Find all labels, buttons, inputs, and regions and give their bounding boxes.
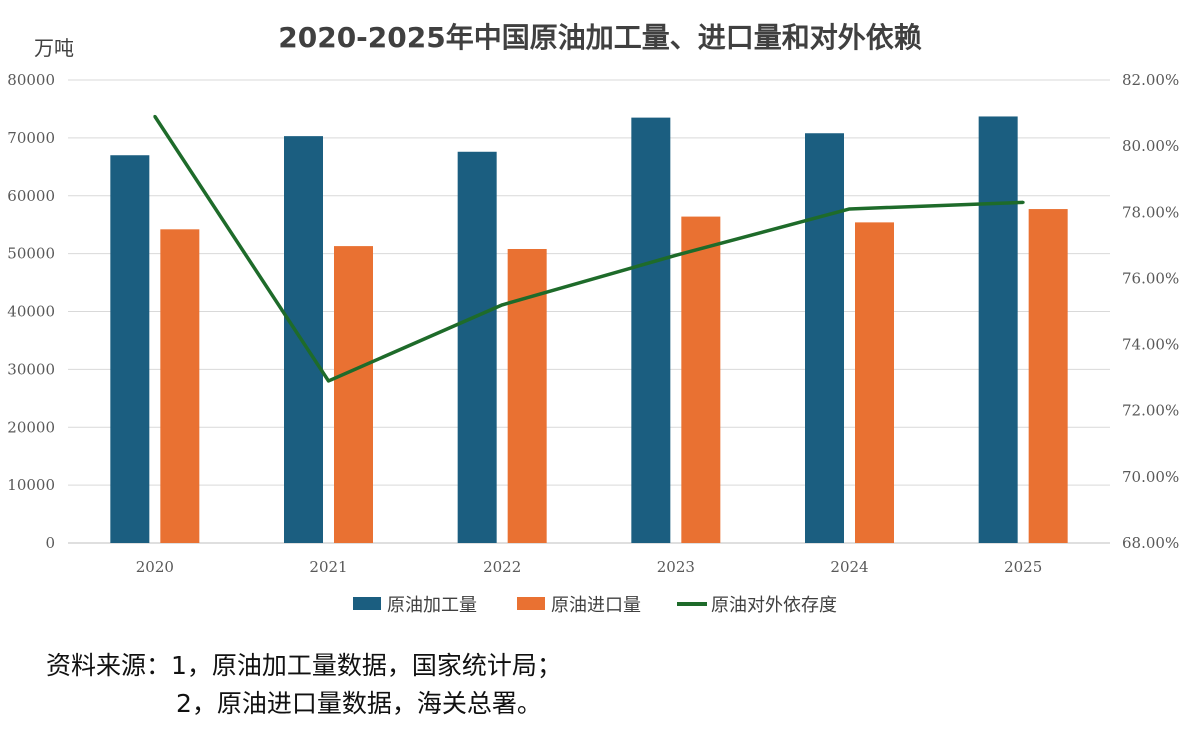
bar-processing (110, 155, 150, 544)
y2-tick-label: 70.00% (1122, 468, 1179, 486)
y2-tick-label: 72.00% (1122, 402, 1179, 420)
legend-swatch (517, 597, 545, 610)
bar-processing (978, 116, 1018, 544)
bar-processing (284, 136, 323, 544)
dependency-point (1021, 200, 1025, 204)
legend: 原油加工量 原油进口量 原油对外依存度 (353, 595, 837, 616)
x-tick-label: 2020 (136, 558, 174, 576)
x-tick-label: 2023 (657, 558, 695, 576)
y-tick-label: 80000 (7, 71, 55, 89)
source-note-line1: 资料来源：1，原油加工量数据，国家统计局； (46, 651, 562, 680)
dependency-point (674, 253, 678, 257)
y2-tick-label: 78.00% (1122, 203, 1179, 221)
y-tick-label: 40000 (7, 303, 55, 321)
legend-label: 原油加工量 (387, 595, 477, 616)
y2-tick-label: 74.00% (1122, 336, 1179, 354)
axes: 万吨 0 10000 20000 30000 40000 50000 60000 70000 80… (7, 36, 1179, 576)
y-tick-label: 10000 (7, 476, 55, 494)
chart-title: 2020-2025年中国原油加工量、进口量和对外依赖 (278, 21, 922, 54)
dependency-point (153, 114, 157, 118)
dependency-line (153, 115, 1024, 383)
dependency-point (848, 207, 851, 211)
x-tick-label: 2022 (483, 558, 521, 576)
legend-label: 原油对外依存度 (711, 595, 837, 616)
x-tick-label: 2021 (309, 558, 347, 576)
legend-swatch (353, 597, 381, 610)
bar-import (160, 229, 200, 543)
dependency-point (327, 379, 330, 383)
y-tick-label: 70000 (7, 129, 55, 147)
y2-tick-label: 82.00% (1122, 71, 1179, 89)
bar-series (110, 116, 1068, 544)
bar-processing (457, 151, 497, 543)
y-axis-label: 万吨 (34, 36, 74, 60)
bar-import (1028, 209, 1068, 543)
y-tick-label: 20000 (7, 418, 55, 436)
x-tick-label: 2024 (830, 558, 868, 576)
source-note-line2: 2，原油进口量数据，海关总署。 (176, 689, 542, 718)
bar-import (334, 246, 373, 543)
y2-tick-label: 80.00% (1122, 137, 1179, 155)
y-tick-label: 30000 (7, 360, 55, 378)
line-series (153, 114, 1025, 383)
y2-tick-label: 68.00% (1122, 534, 1179, 552)
dependency-point (500, 303, 504, 307)
y2-tick-label: 76.00% (1122, 269, 1179, 287)
bar-processing (631, 117, 671, 544)
y-tick-label: 50000 (7, 245, 55, 263)
x-tick-label: 2025 (1004, 558, 1042, 576)
y-tick-label: 0 (45, 534, 55, 552)
y-tick-label: 60000 (7, 187, 55, 205)
bar-processing (805, 133, 844, 543)
bar-import (681, 216, 721, 543)
bar-import (855, 222, 894, 543)
gridlines (68, 79, 1110, 544)
legend-label: 原油进口量 (551, 595, 641, 616)
